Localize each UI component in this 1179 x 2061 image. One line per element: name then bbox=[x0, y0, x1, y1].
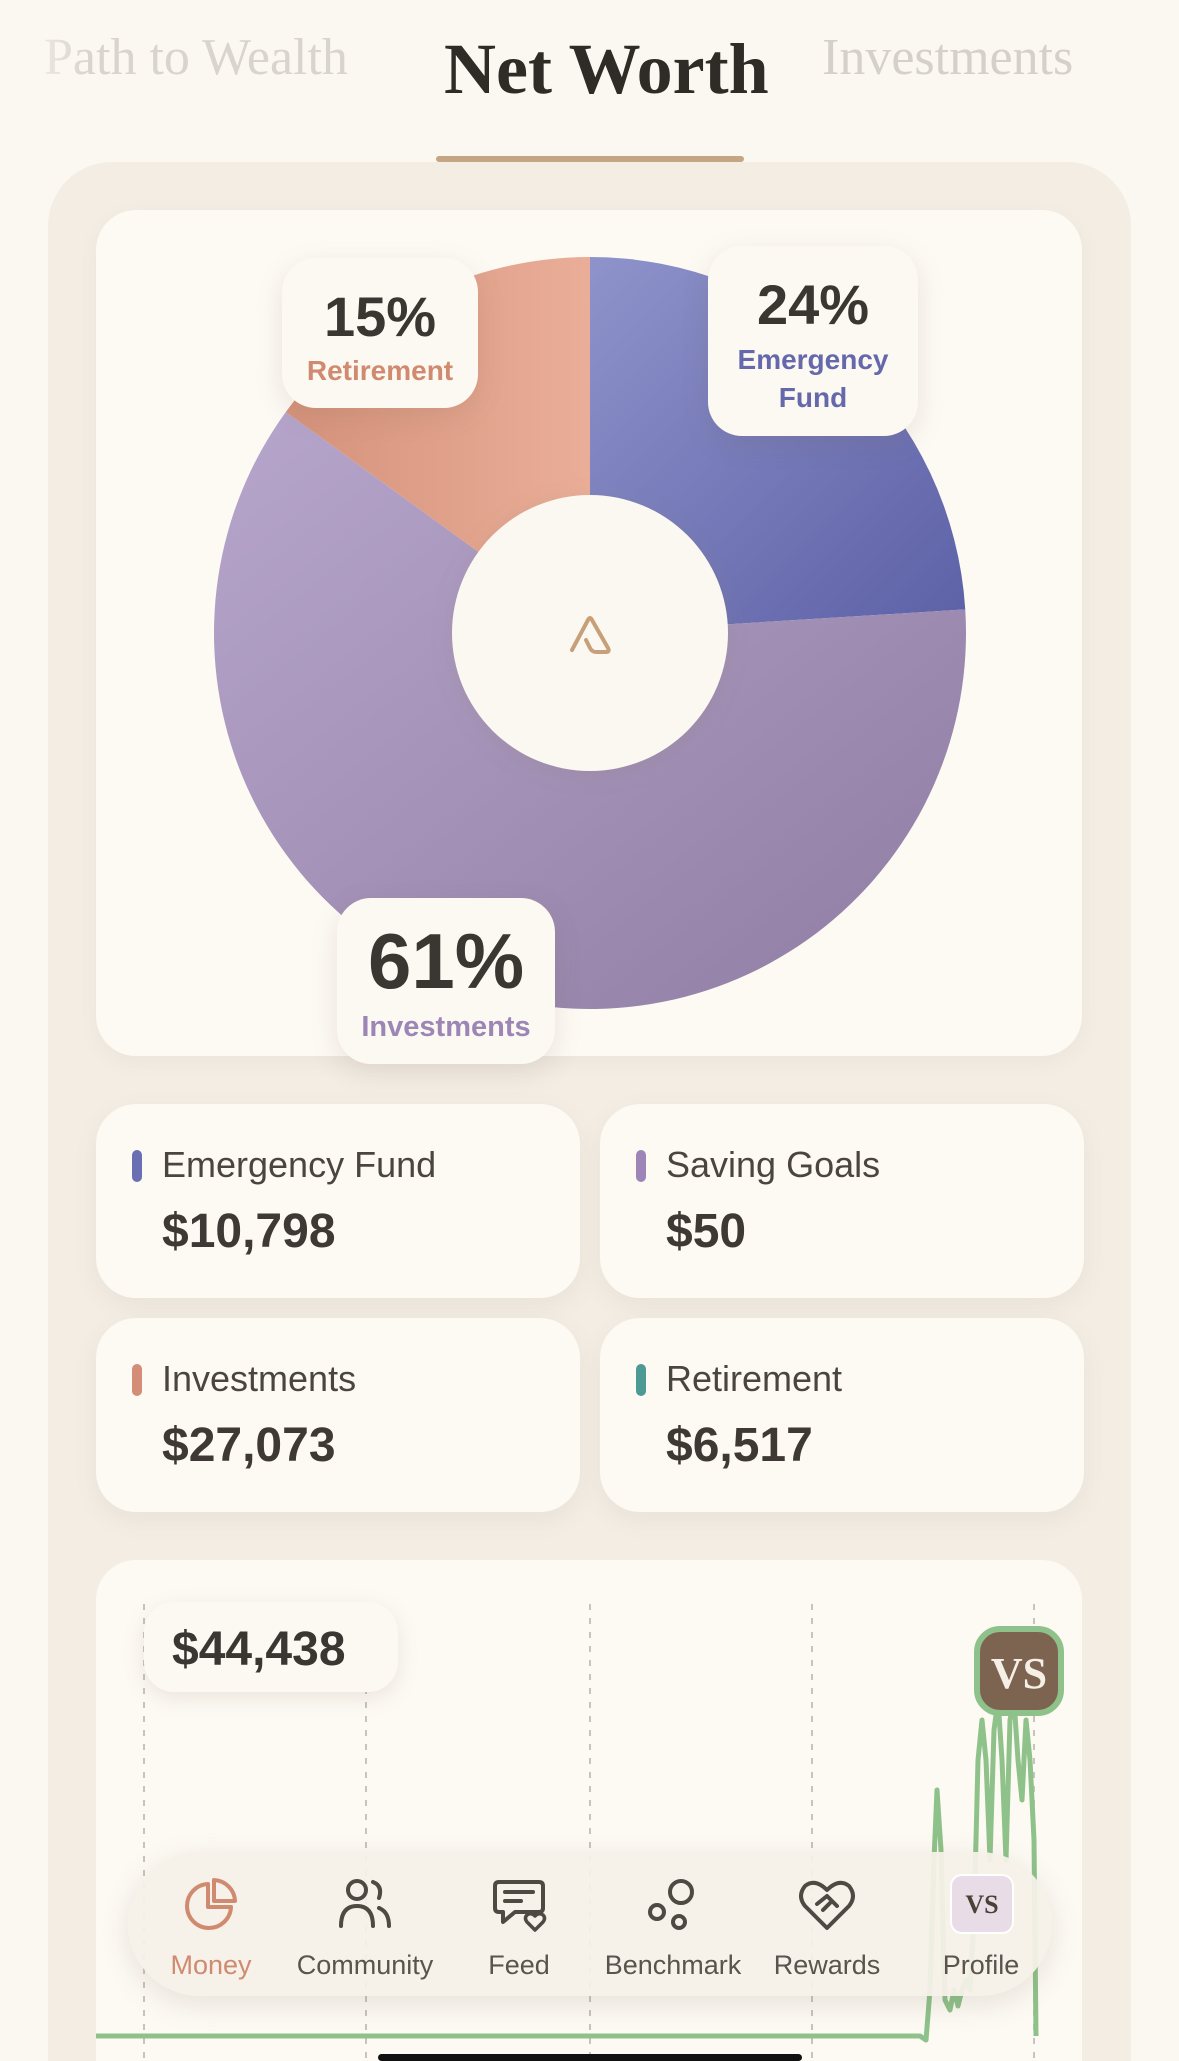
nav-money[interactable]: Money bbox=[136, 1852, 286, 1996]
stat-name: Investments bbox=[162, 1358, 357, 1399]
retirement-pct-label: 15% Retirement bbox=[282, 258, 478, 408]
stat-color-bar bbox=[636, 1364, 646, 1396]
tab-fade bbox=[0, 30, 90, 120]
stat-name: Retirement bbox=[666, 1358, 843, 1399]
stat-color-bar bbox=[132, 1150, 142, 1182]
home-indicator bbox=[378, 2054, 802, 2061]
nav-feed[interactable]: Feed bbox=[444, 1852, 594, 1996]
stat-name: Emergency Fund bbox=[162, 1144, 437, 1185]
stat-value: $10,798 bbox=[162, 1205, 336, 1258]
net-worth-total: $44,438 bbox=[144, 1602, 398, 1692]
stat-card-emergency-fund[interactable]: Emergency Fund $10,798 bbox=[96, 1104, 580, 1298]
tab-path-to-wealth[interactable]: Path to Wealth bbox=[44, 29, 348, 86]
stat-value: $50 bbox=[666, 1205, 747, 1258]
stat-card-retirement[interactable]: Retirement $6,517 bbox=[600, 1318, 1084, 1512]
nav-benchmark[interactable]: Benchmark bbox=[598, 1852, 748, 1996]
tab-investments[interactable]: Investments bbox=[822, 29, 1074, 86]
active-tab-indicator bbox=[436, 156, 744, 162]
heart-handshake-icon bbox=[799, 1880, 855, 1930]
nav-community[interactable]: Community bbox=[290, 1852, 440, 1996]
top-tabs: Path to Wealth Net Worth Investments bbox=[0, 0, 1179, 170]
nav-rewards[interactable]: Rewards bbox=[752, 1852, 902, 1996]
nav-profile[interactable]: VS Profile bbox=[906, 1852, 1056, 1996]
app-logo-icon bbox=[570, 616, 611, 654]
stat-name: Saving Goals bbox=[666, 1144, 881, 1185]
tab-net-worth[interactable]: Net Worth bbox=[444, 29, 769, 109]
stat-card-investments[interactable]: Investments $27,073 bbox=[96, 1318, 580, 1512]
emergency-fund-pct-label: 24% Emergency Fund bbox=[708, 246, 918, 436]
avatar: VS bbox=[950, 1874, 1014, 1934]
pie-chart-icon bbox=[185, 1878, 237, 1930]
people-icon bbox=[339, 1879, 391, 1928]
feed-heart-icon bbox=[493, 1880, 547, 1932]
stat-color-bar bbox=[132, 1364, 142, 1396]
net-worth-line bbox=[96, 1697, 1039, 2043]
stat-value: $27,073 bbox=[162, 1419, 336, 1472]
investments-pct-label: 61% Investments bbox=[337, 898, 555, 1064]
bottom-nav: Money Community Feed Benchmark bbox=[128, 1852, 1052, 1996]
stat-value: $6,517 bbox=[666, 1419, 813, 1472]
donut-center bbox=[452, 495, 728, 771]
stat-card-saving-goals[interactable]: Saving Goals $50 bbox=[600, 1104, 1084, 1298]
bubbles-icon bbox=[648, 1879, 694, 1930]
stat-color-bar bbox=[636, 1150, 646, 1182]
user-marker-badge[interactable]: VS bbox=[974, 1626, 1064, 1716]
